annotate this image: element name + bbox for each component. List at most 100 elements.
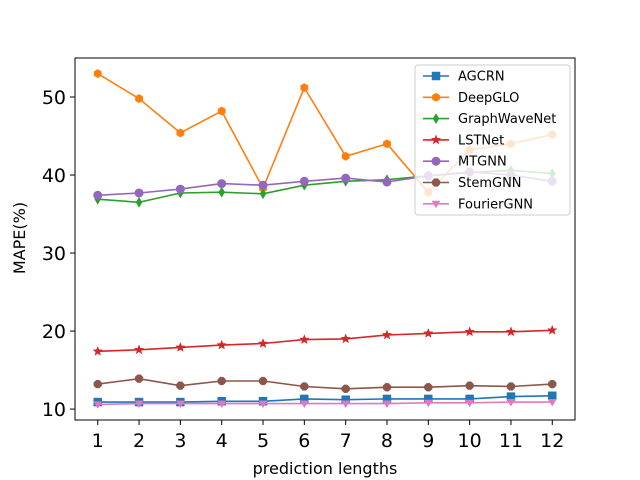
data-point (547, 399, 557, 407)
data-point (548, 391, 557, 401)
x-tick-label: 12 (540, 430, 564, 452)
data-point (548, 379, 557, 389)
data-point (465, 399, 475, 408)
series-stemgnn (93, 374, 557, 393)
legend-label: LSTNet (458, 133, 504, 148)
data-point (341, 173, 351, 183)
y-tick-label: 10 (42, 399, 66, 421)
legend-item: GraphWaveNet (423, 112, 556, 127)
legend: AGCRN DeepGLO GraphWaveNet LSTNet MTGNN StemG… (414, 64, 571, 216)
x-tick-label: 6 (298, 430, 310, 452)
x-tick-label: 3 (174, 430, 186, 452)
data-point (299, 176, 309, 186)
data-point (381, 329, 393, 340)
data-point (424, 383, 433, 392)
series-line (97, 377, 553, 390)
legend-marker (432, 113, 440, 125)
legend-marker (431, 200, 441, 209)
data-point (259, 188, 267, 200)
data-point (93, 401, 103, 409)
data-point (506, 399, 516, 407)
legend-label: StemGNN (458, 176, 522, 191)
data-point (547, 324, 558, 335)
x-tick-label: 8 (381, 430, 393, 452)
data-point (93, 379, 102, 389)
data-point (299, 334, 310, 345)
legend-label: DeepGLO (458, 91, 519, 106)
data-point (135, 196, 143, 208)
data-point (341, 384, 350, 393)
data-point (218, 186, 225, 198)
legend-item: LSTNet (423, 133, 504, 148)
data-point (506, 382, 516, 391)
x-axis-label: prediction lengths (253, 459, 398, 478)
data-point (134, 374, 144, 383)
legend-item: StemGNN (423, 176, 522, 191)
legend-marker (431, 178, 441, 187)
x-tick-label: 9 (422, 430, 434, 452)
data-point (93, 69, 102, 79)
legend-label: FourierGNN (458, 197, 533, 212)
y-tick-label: 20 (42, 321, 66, 343)
data-point (423, 327, 434, 338)
data-point (92, 345, 103, 356)
data-point (175, 341, 186, 352)
data-point (134, 400, 144, 409)
y-tick-label: 30 (42, 243, 66, 265)
data-point (216, 339, 227, 350)
legend-marker (430, 134, 442, 145)
data-point (258, 180, 268, 190)
data-point (340, 333, 351, 344)
data-point (258, 400, 268, 409)
data-point (423, 399, 433, 408)
data-point (465, 381, 474, 390)
legend-label: AGCRN (458, 70, 505, 85)
y-axis-label: MAPE(%) (10, 202, 29, 274)
data-point (505, 326, 517, 337)
data-point (134, 188, 144, 198)
data-point (93, 190, 103, 200)
data-point (175, 400, 185, 409)
legend-label: MTGNN (458, 155, 507, 170)
x-tick-label: 5 (257, 430, 269, 452)
legend-item: DeepGLO (423, 91, 519, 106)
data-point (258, 376, 268, 386)
data-point (464, 326, 475, 337)
series-line (97, 395, 553, 403)
series-line (97, 401, 553, 406)
data-point (176, 381, 185, 390)
data-point (341, 151, 350, 161)
legend-marker (432, 92, 440, 102)
data-point (300, 382, 309, 391)
legend-box (414, 64, 571, 216)
legend-marker (431, 71, 441, 81)
data-point (299, 400, 309, 409)
data-point (135, 94, 143, 104)
axes-frame (74, 57, 576, 421)
data-point (217, 179, 227, 189)
y-tick-label: 50 (42, 87, 66, 109)
data-point (382, 177, 392, 187)
data-point (257, 338, 269, 349)
x-tick-label: 1 (92, 430, 104, 452)
data-point (383, 139, 391, 149)
series-line (97, 329, 553, 353)
series-lstnet (92, 324, 558, 356)
legend-item: MTGNN (423, 155, 507, 170)
data-point (341, 400, 351, 409)
legend-item: AGCRN (423, 70, 505, 85)
x-tick-label: 10 (458, 430, 482, 452)
x-tick-label: 2 (133, 430, 145, 452)
data-point (217, 376, 226, 386)
data-point (217, 106, 226, 116)
data-point (176, 128, 185, 138)
data-point (175, 184, 185, 194)
data-point (133, 344, 145, 355)
y-tick-label: 40 (42, 165, 66, 187)
series-fouriergnn (93, 399, 557, 409)
x-tick-label: 11 (499, 430, 523, 452)
legend-marker (431, 156, 441, 166)
data-point (382, 400, 392, 409)
